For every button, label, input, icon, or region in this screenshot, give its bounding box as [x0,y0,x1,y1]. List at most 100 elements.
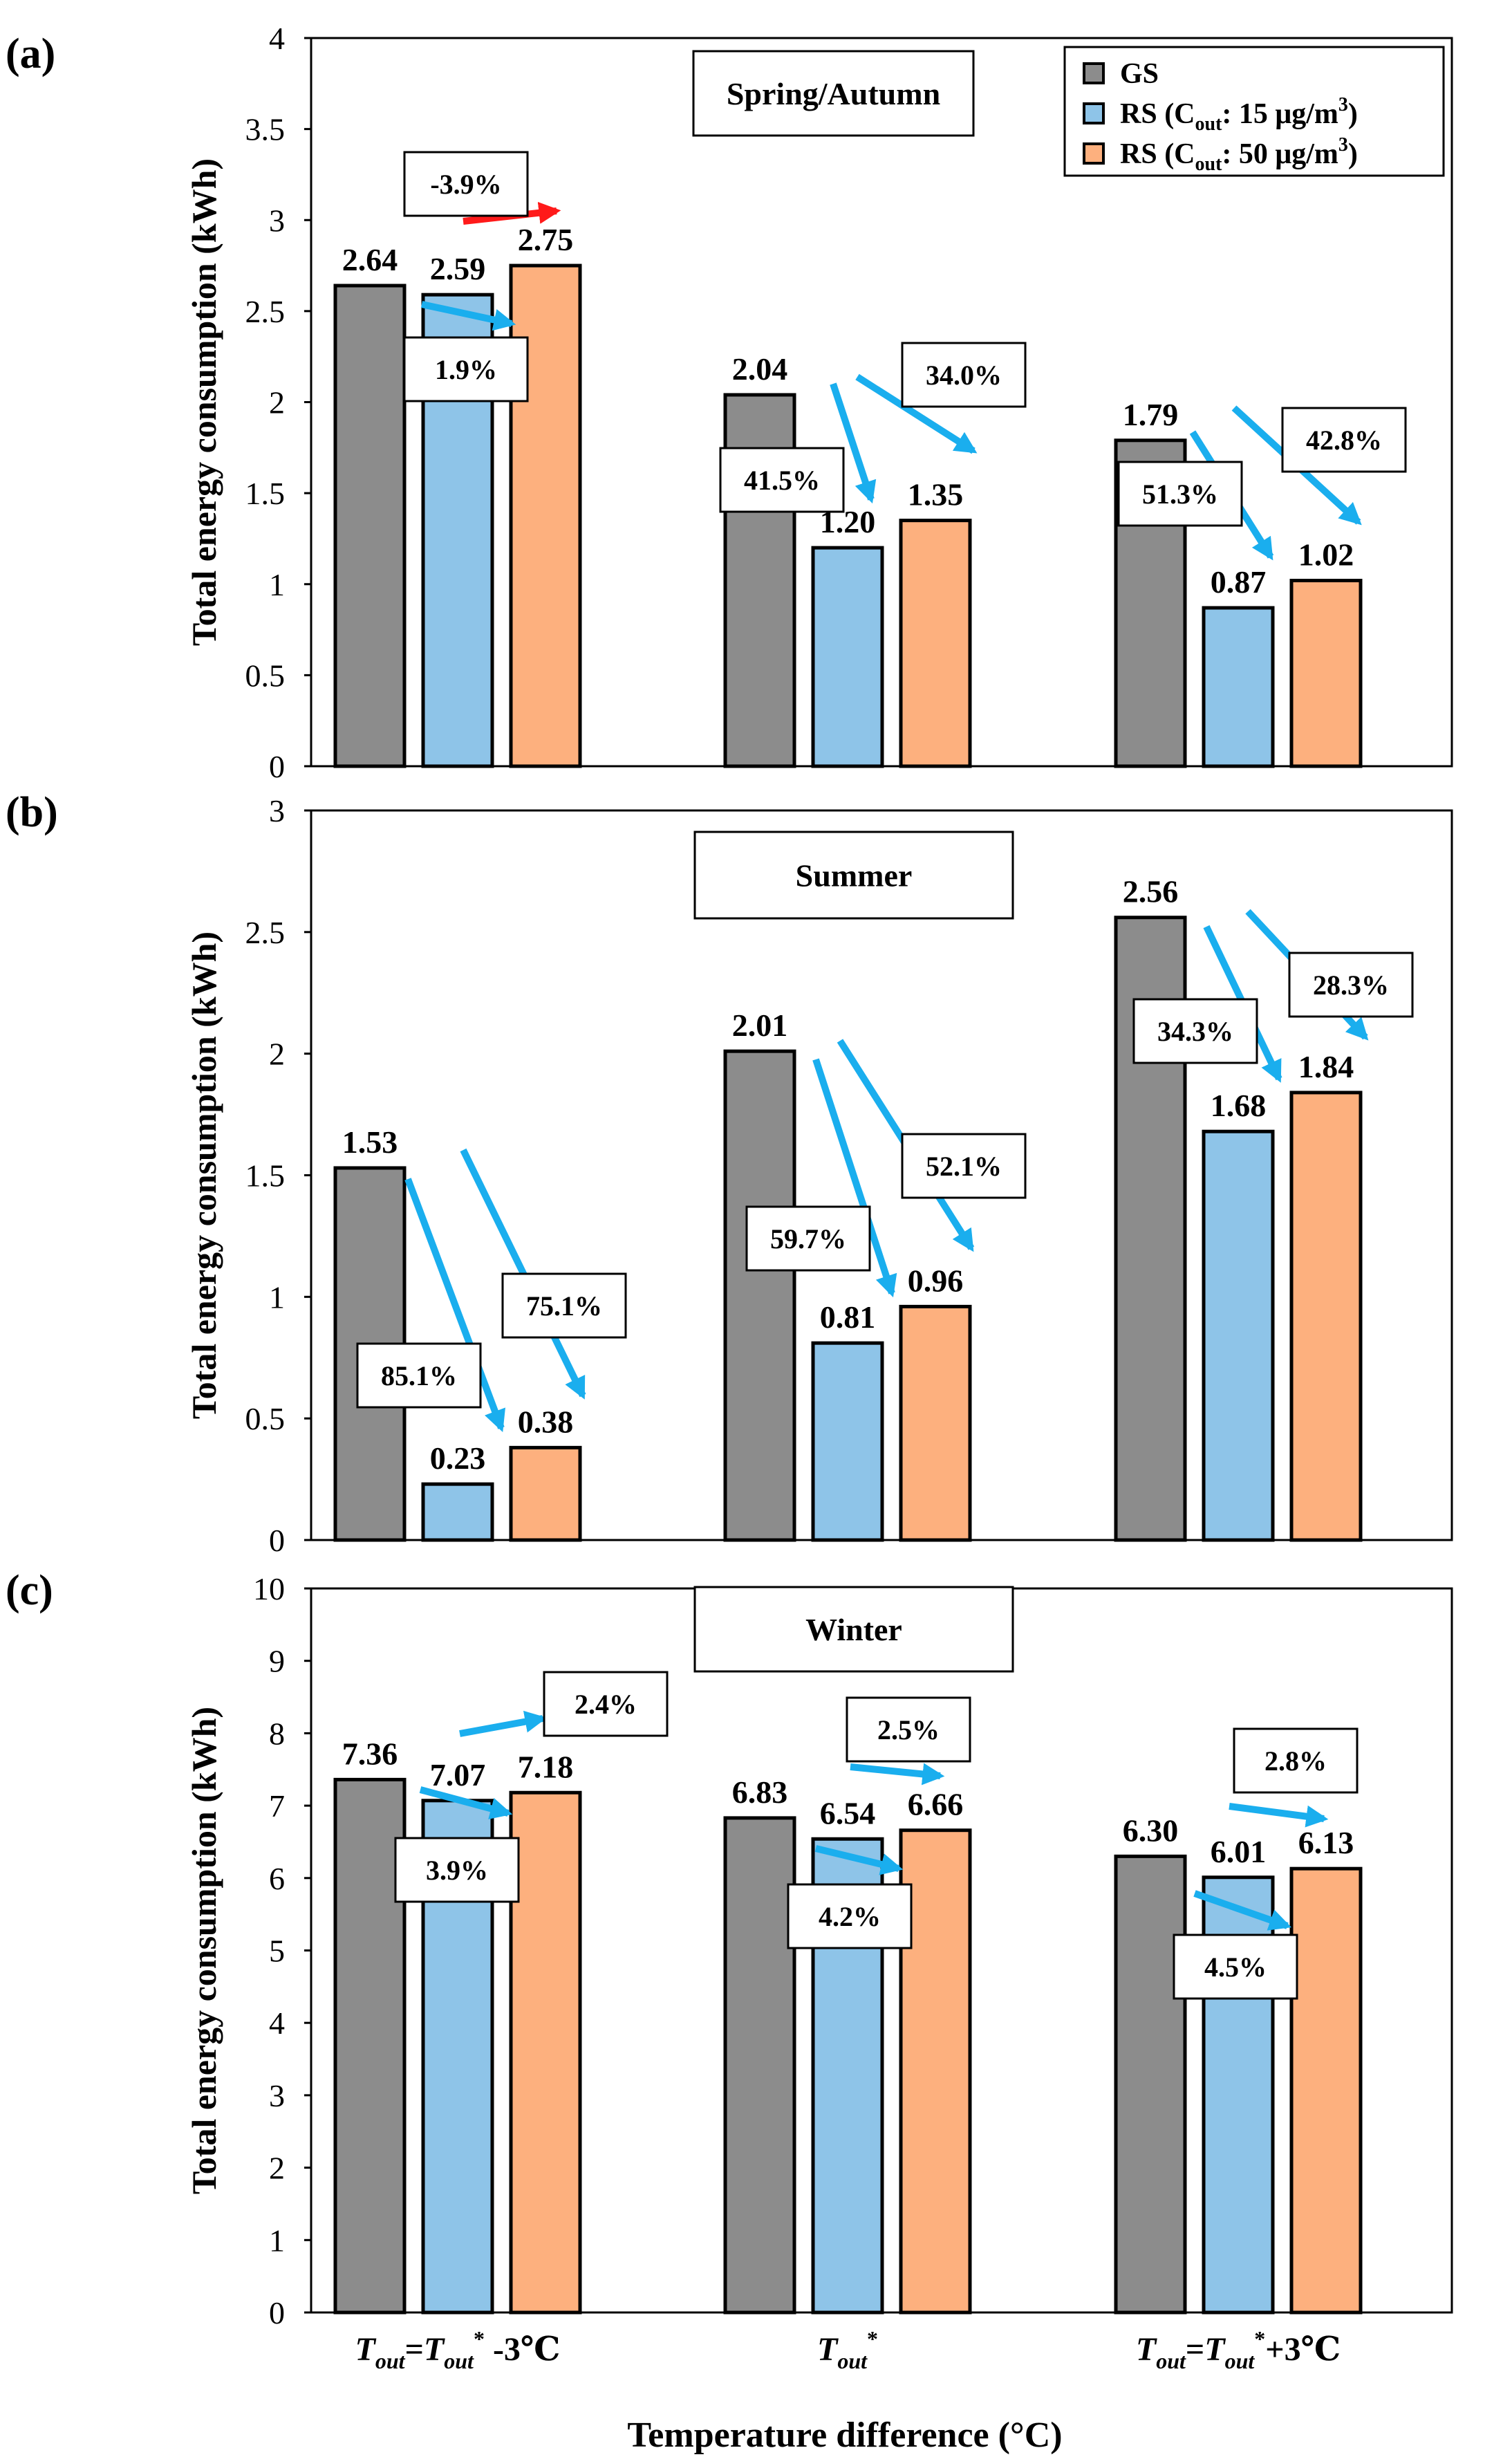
bar-rs50-2 [899,1828,972,2315]
bar-rs50-2 [899,1304,972,1542]
bar-value-label: 7.36 [342,1736,398,1771]
y-tick-label: 2 [269,1037,285,1072]
chart-panel-1: (a) 0 0.5 1 1.5 2 2.5 3 3.5 4 Total energy consump… [6,21,1453,784]
annotation-arrow [812,1058,897,1298]
y-tick-label: 3 [269,2078,285,2113]
annotation-percent: 52.1% [926,1151,1002,1182]
bar-value-label: 2.01 [732,1008,788,1043]
annotation-arrow [1193,1890,1292,1931]
bar-value-label: 1.35 [908,477,964,512]
bar-rs50-3 [1289,1866,1363,2315]
legend-label: GS [1120,58,1159,90]
y-tick-label: 1 [269,1279,285,1315]
y-axis-title: Total energy consumption (kWh) [185,931,223,1419]
annotation-arrow [404,1178,505,1432]
annotation-percent: 34.0% [926,360,1002,391]
bar-value-label: 7.07 [430,1757,486,1792]
bar-value-label: 2.75 [518,222,574,257]
annotation-arrow [1229,1803,1329,1828]
panel-letter: (c) [6,1567,53,1614]
y-tick-label: 0.5 [245,658,286,693]
annotation-percent: 34.3% [1157,1016,1233,1047]
x-axis: Temperature difference (°C) Tout=Tout* -… [355,2326,1341,2455]
y-tick-label: 4 [269,21,285,56]
legend-swatch-gs [1083,62,1105,84]
y-tick-label: 0 [269,749,285,784]
bar-value-label: 1.02 [1298,537,1354,572]
bar-rs15-3 [1202,606,1275,768]
y-tick-label: 2 [269,385,285,420]
annotation-percent: -3.9% [430,169,501,200]
chart-panel-2: (b) 0 0.5 1 1.5 2 2.5 3 Total energy consumption… [6,789,1453,1558]
legend-label: RS (Cout: 15 μg/m3) [1120,94,1358,135]
x-category-label: Tout=Tout*+3℃ [1136,2326,1341,2373]
x-category-label: Tout=Tout* -3℃ [355,2326,561,2373]
annotation-percent: 75.1% [526,1290,602,1322]
legend-label: RS (Cout: 50 μg/m3) [1120,134,1358,175]
y-tick-label: 9 [269,1644,285,1679]
y-tick-label: 3 [269,203,285,238]
annotation-arrow [419,1786,513,1819]
bar-gs-1 [333,284,407,768]
annotation-percent: 4.5% [1204,1951,1267,1983]
y-tick-label: 2.5 [245,294,286,329]
y-tick-label: 2 [269,2151,285,2186]
annotation-arrow [459,1710,548,1737]
annotation-box [356,1342,482,1409]
panel-title: Summer [796,858,913,893]
annotation-box [394,1837,520,1903]
y-tick-label: 1.5 [245,476,286,511]
bar-rs50-1 [509,1445,582,1542]
bar-value-label: 1.79 [1123,397,1179,432]
annotation-box [745,1205,871,1272]
annotation-percent: 51.3% [1142,479,1218,510]
annotation-box [1117,461,1243,527]
y-tick-label: 1 [269,567,285,602]
bar-value-label: 1.68 [1211,1088,1267,1123]
bar-rs15-3 [1202,1129,1275,1542]
legend-swatch-rs15 [1083,102,1105,124]
bar-rs50-3 [1289,1091,1363,1542]
y-tick-label: 0 [269,2295,285,2330]
annotation-box [403,151,529,217]
bar-value-label: 6.30 [1123,1812,1179,1848]
bar-value-label: 0.87 [1211,564,1267,600]
panel-title-box [693,831,1014,920]
annotation-box [1288,952,1414,1018]
annotation-percent: 3.9% [426,1855,488,1886]
bar-value-label: 7.18 [518,1749,574,1784]
bar-rs50-2 [899,519,972,768]
bar-value-label: 0.38 [518,1404,574,1439]
chart-panel-3: (c) 0 1 2 3 4 5 6 7 8 9 10 Total energy consumption … [6,1567,1453,2330]
y-tick-label: 0 [269,1523,285,1558]
legend-swatch-rs50 [1083,142,1105,165]
bar-gs-2 [723,1816,796,2315]
bar-rs15-2 [811,546,884,768]
annotation-percent: 41.5% [744,465,820,496]
bar-value-label: 6.54 [820,1795,876,1830]
annotation-arrow [420,301,516,331]
panel-letter: (b) [6,789,58,836]
annotation-percent: 2.4% [575,1689,637,1720]
bar-value-label: 6.83 [732,1774,788,1810]
annotation-box [901,342,1027,408]
annotation-percent: 4.2% [819,1901,881,1932]
annotation-box [1132,998,1258,1064]
bar-value-label: 6.13 [1298,1825,1354,1860]
annotation-percent: 85.1% [381,1360,457,1391]
annotation-arrow [830,382,877,504]
panel-letter: (a) [6,30,55,77]
panel-title-box [692,50,975,137]
bar-value-label: 2.56 [1123,874,1179,909]
x-axis-title: Temperature difference (°C) [627,2416,1062,2455]
y-tick-label: 1.5 [245,1158,286,1194]
annotation-box [787,1883,913,1949]
annotation-percent: 59.7% [770,1223,846,1254]
panel-title: Spring/Autumn [727,76,940,111]
y-tick-label: 10 [253,1571,285,1606]
annotation-percent: 1.9% [435,354,497,385]
annotation-box [846,1696,971,1763]
bar-gs-3 [1114,1854,1187,2315]
y-tick-label: 4 [269,2005,285,2041]
